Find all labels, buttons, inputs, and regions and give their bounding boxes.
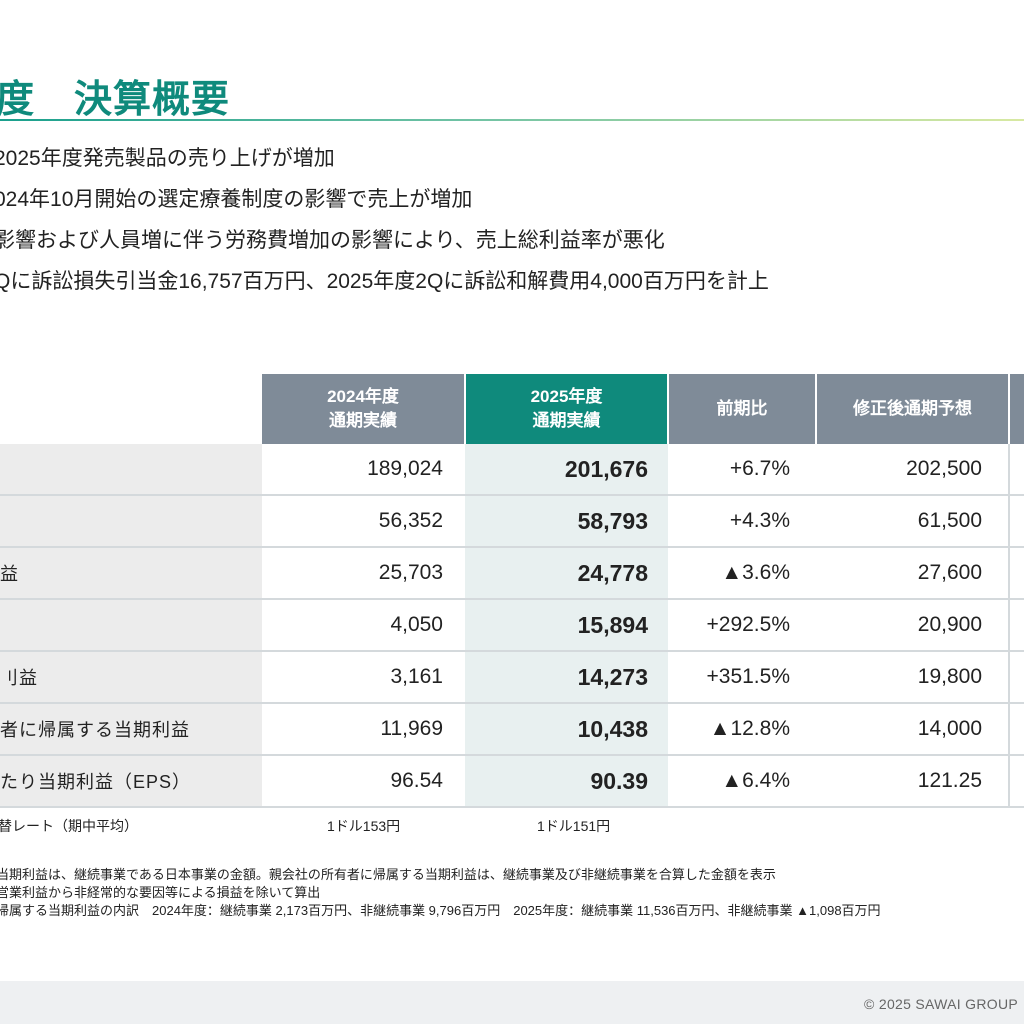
value-fy2024: 11,969 xyxy=(262,703,465,756)
overflow-cell xyxy=(1008,599,1024,652)
table-row: たり当期利益（EPS） 96.54 90.39 ▲6.4% 121.25 xyxy=(0,755,1024,808)
financial-summary-table: 2024年度 通期実績 2025年度 通期実績 前期比 修正後通期予想 189,02… xyxy=(0,374,1024,808)
overflow-cell xyxy=(1008,444,1024,496)
value-fy2025: 90.39 xyxy=(465,755,668,808)
value-forecast: 202,500 xyxy=(816,444,1009,496)
value-forecast: 61,500 xyxy=(816,495,1009,548)
value-fy2024: 3,161 xyxy=(262,651,465,704)
value-fy2025: 14,273 xyxy=(465,651,668,704)
row-label: 者に帰属する当期利益 xyxy=(0,703,262,756)
value-fy2025: 201,676 xyxy=(465,444,668,496)
table-row: 者に帰属する当期利益 11,969 10,438 ▲12.8% 14,000 xyxy=(0,703,1024,756)
header-fy2025-line2: 通期実績 xyxy=(532,411,601,430)
page-title: 度 決算概要 xyxy=(0,79,231,121)
value-yoy: +6.7% xyxy=(668,444,816,496)
value-forecast: 27,600 xyxy=(816,547,1009,600)
fx-rate-fy2025: 1ドル151円 xyxy=(537,818,611,834)
overflow-cell xyxy=(1008,547,1024,600)
value-fy2025: 10,438 xyxy=(465,703,668,756)
row-label xyxy=(0,444,262,496)
value-yoy: ▲3.6% xyxy=(668,547,816,600)
value-forecast: 14,000 xyxy=(816,703,1009,756)
table-row: 益 25,703 24,778 ▲3.6% 27,600 xyxy=(0,547,1024,600)
value-yoy: +351.5% xyxy=(668,651,816,704)
header-item-label xyxy=(0,374,262,444)
row-label: たり当期利益（EPS） xyxy=(0,755,262,808)
header-fy2025: 2025年度 通期実績 xyxy=(465,374,669,444)
fx-rate-label: 替レート（期中平均） xyxy=(0,818,138,834)
header-fy2024-line1: 2024年度 xyxy=(327,387,399,406)
value-fy2024: 4,050 xyxy=(262,599,465,652)
highlight-item: Qに訴訟損失引当金16,757百万円、2025年度2Qに訴訟和解費用4,000百… xyxy=(0,270,769,293)
footnote: 営業利益から非経常的な要因等による損益を除いて算出 xyxy=(0,885,321,900)
highlight-item: 024年10月開始の選定療養制度の影響で売上が増加 xyxy=(0,188,473,211)
footnote: 帰属する当期利益の内訳 2024年度：継続事業 2,173百万円、非継続事業 9… xyxy=(0,903,881,918)
overflow-cell xyxy=(1008,495,1024,548)
overflow-cell xyxy=(1008,651,1024,704)
header-forecast: 修正後通期予想 xyxy=(816,374,1010,444)
row-label: 益 xyxy=(0,547,262,600)
header-overflow-column xyxy=(1009,374,1024,444)
value-fy2024: 96.54 xyxy=(262,755,465,808)
fx-rate-fy2024: 1ドル153円 xyxy=(327,818,401,834)
value-fy2025: 24,778 xyxy=(465,547,668,600)
footer-bar: © 2025 SAWAI GROUP xyxy=(0,981,1024,1024)
table-row: 56,352 58,793 +4.3% 61,500 xyxy=(0,495,1024,548)
highlights-list: 2025年度発売製品の売り上げが増加 024年10月開始の選定療養制度の影響で売… xyxy=(0,146,769,310)
table-row: 189,024 201,676 +6.7% 202,500 xyxy=(0,444,1024,496)
value-forecast: 19,800 xyxy=(816,651,1009,704)
highlight-item: 2025年度発売製品の売り上げが増加 xyxy=(0,147,335,170)
table-row: 4,050 15,894 +292.5% 20,900 xyxy=(0,599,1024,652)
table-row: 刂益 3,161 14,273 +351.5% 19,800 xyxy=(0,651,1024,704)
value-forecast: 20,900 xyxy=(816,599,1009,652)
copyright: © 2025 SAWAI GROUP xyxy=(864,996,1018,1012)
header-fy2024: 2024年度 通期実績 xyxy=(262,374,466,444)
title-underline xyxy=(0,119,1024,121)
highlight-item: 影響および人員増に伴う労務費増加の影響により、売上総利益率が悪化 xyxy=(0,229,665,252)
value-fy2024: 189,024 xyxy=(262,444,465,496)
header-fy2024-line2: 通期実績 xyxy=(329,411,397,430)
overflow-cell xyxy=(1008,703,1024,756)
value-forecast: 121.25 xyxy=(816,755,1009,808)
footnotes: 当期利益は、継続事業である日本事業の金額。親会社の所有者に帰属する当期利益は、継… xyxy=(0,866,881,920)
value-fy2024: 56,352 xyxy=(262,495,465,548)
header-yoy: 前期比 xyxy=(668,374,817,444)
value-fy2025: 15,894 xyxy=(465,599,668,652)
value-fy2024: 25,703 xyxy=(262,547,465,600)
header-fy2025-line1: 2025年度 xyxy=(530,387,603,406)
footnote: 当期利益は、継続事業である日本事業の金額。親会社の所有者に帰属する当期利益は、継… xyxy=(0,867,776,882)
row-label xyxy=(0,599,262,652)
row-label xyxy=(0,495,262,548)
row-label: 刂益 xyxy=(0,651,262,704)
value-yoy: +292.5% xyxy=(668,599,816,652)
value-yoy: ▲6.4% xyxy=(668,755,816,808)
value-yoy: +4.3% xyxy=(668,495,816,548)
value-yoy: ▲12.8% xyxy=(668,703,816,756)
value-fy2025: 58,793 xyxy=(465,495,668,548)
overflow-cell xyxy=(1008,755,1024,808)
table-header-row: 2024年度 通期実績 2025年度 通期実績 前期比 修正後通期予想 xyxy=(0,374,1024,444)
